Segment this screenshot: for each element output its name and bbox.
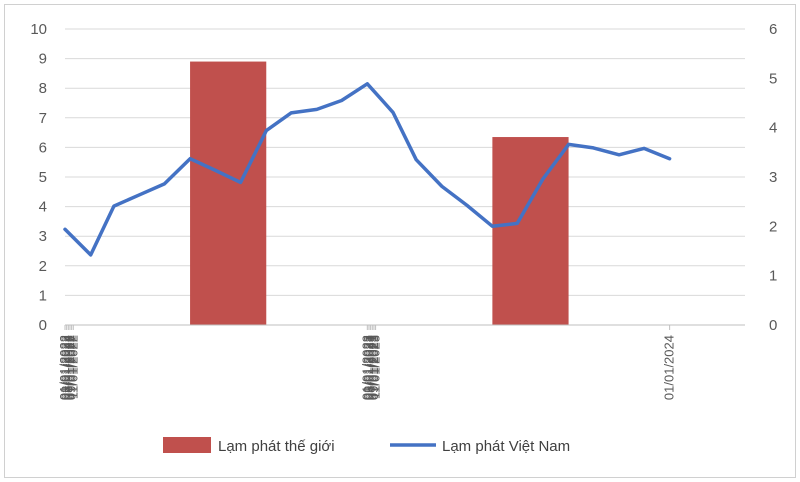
bar-world-inflation-1 (190, 61, 267, 326)
x-tick-label: 11/01/2022 (65, 335, 80, 399)
x-axis-ticks: 01/01/202203/01/202205/01/202207/01/2022… (57, 324, 745, 400)
legend-swatch-world-inflation (163, 437, 211, 453)
right-tick-label: 3 (769, 169, 777, 186)
left-tick-label: 0 (39, 317, 47, 334)
left-tick-label: 5 (39, 169, 47, 186)
legend-label-world-inflation: Lạm phát thế giới (218, 438, 335, 455)
x-tick-label: 09/01/2023 (366, 335, 381, 400)
bar-world-inflation-2 (492, 137, 569, 325)
left-tick-label: 7 (39, 110, 47, 127)
x-tick-label: 03/01/2023 (361, 335, 376, 400)
left-tick-label: 3 (39, 228, 47, 245)
bar-series (190, 61, 569, 326)
right-tick-label: 1 (769, 268, 777, 285)
right-tick-label: 0 (769, 317, 777, 334)
left-axis-ticks: 0 1 2 3 4 5 6 7 8 9 10 (30, 21, 47, 334)
left-tick-label: 9 (39, 51, 47, 68)
x-tick-label: 01/01/2023 (359, 335, 374, 400)
legend: Lạm phát thế giới Lạm phát Việt Nam (163, 437, 570, 455)
left-tick-label: 6 (39, 139, 47, 156)
line-series (63, 82, 672, 257)
right-axis-ticks: 0 1 2 3 4 5 6 (769, 21, 777, 334)
left-tick-label: 10 (30, 21, 47, 38)
x-tick-label: 09/01/2022 (64, 335, 79, 400)
x-tick-label: 01/01/2022 (57, 335, 72, 400)
left-tick-label: 8 (39, 80, 47, 97)
x-tick-label: 07/01/2023 (364, 335, 379, 400)
right-tick-label: 4 (769, 120, 777, 137)
legend-label-vn-inflation: Lạm phát Việt Nam (442, 438, 570, 455)
x-tick-label: 05/01/2022 (60, 335, 75, 400)
x-tick-label: 07/01/2022 (62, 335, 77, 400)
left-tick-label: 4 (39, 199, 47, 216)
x-tick-label: 03/01/2022 (59, 335, 74, 400)
left-tick-label: 2 (39, 258, 47, 275)
x-tick-label: 01/01/2024 (662, 335, 677, 400)
right-tick-label: 2 (769, 218, 777, 235)
x-tick-label: 05/01/2023 (363, 335, 378, 400)
x-tick-label: 11/01/2023 (368, 335, 383, 399)
left-tick-label: 1 (39, 287, 47, 304)
right-tick-label: 5 (769, 70, 777, 87)
gridlines (65, 28, 745, 326)
right-tick-label: 6 (769, 21, 777, 38)
line-vn-inflation (63, 82, 672, 257)
